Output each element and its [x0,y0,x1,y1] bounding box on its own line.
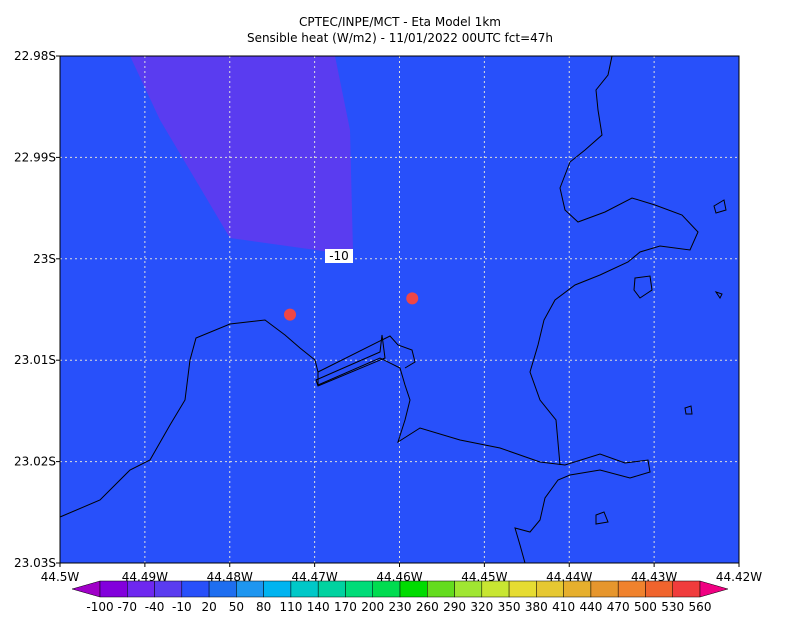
x-tick-label: 44.5W [41,570,80,584]
colorbar-label: 20 [201,600,216,614]
island [633,275,653,299]
colorbar-label: -10 [172,600,192,614]
colorbar-box [508,580,537,598]
colorbar-box [372,580,401,598]
station-marker [284,308,297,321]
colorbar-box [127,580,155,598]
colorbar-label: 230 [389,600,412,614]
coast [317,335,416,373]
colorbar-box [399,580,428,598]
colorbar-label: 560 [689,600,712,614]
island [684,405,693,415]
colorbar-label: 170 [334,600,357,614]
x-tick-label: 44.45W [461,570,507,584]
x-tick-label: 44.44W [546,570,592,584]
colorbar-box [99,580,128,598]
colorbar-box [536,580,564,598]
colorbar-label: 440 [579,600,602,614]
colorbar-label: 500 [634,600,657,614]
contour-region [130,56,353,252]
colorbar-label: 530 [661,600,684,614]
y-tick-label: 23.02S [14,455,56,469]
colorbar-label: 50 [229,600,244,614]
colorbar-label: -40 [145,600,165,614]
y-tick-label: 22.99S [14,150,56,164]
colorbar-label: -70 [117,600,137,614]
colorbar-label: 380 [525,600,548,614]
colorbar-box [481,580,510,598]
colorbar-label: 140 [307,600,330,614]
colorbar-label: 290 [443,600,466,614]
colorbar-box [154,580,183,598]
colorbar-triangle [699,580,729,598]
island [713,199,727,214]
colorbar-label: 350 [498,600,521,614]
coastline [59,55,727,564]
x-tick-label: 44.49W [122,570,168,584]
colorbar-label: 260 [416,600,439,614]
island [714,291,723,299]
colorbar-box [617,580,646,598]
colorbar-box [590,580,619,598]
colorbar-label: 200 [361,600,384,614]
contour-label: -10 [329,249,349,263]
colorbar-box [645,580,673,598]
station-marker [406,292,419,305]
colorbar-box [454,580,483,598]
pier [315,334,386,387]
colorbar-box [672,580,701,598]
colorbar-label: 80 [256,600,271,614]
colorbar-box [427,580,455,598]
y-tick-label: 23S [33,252,56,266]
colorbar-box [263,580,292,598]
colorbar-box [290,580,319,598]
colorbar-label: -100 [86,600,113,614]
colorbar-label: 320 [470,600,493,614]
subtitle: Sensible heat (W/m2) - 11/01/2022 00UTC … [247,31,553,45]
x-tick-label: 44.46W [376,570,422,584]
colorbar-box [236,580,264,598]
island [595,511,609,525]
colorbar-box [317,580,346,598]
colorbar-box [181,580,210,598]
y-tick-label: 23.03S [14,556,56,570]
x-tick-label: 44.47W [292,570,338,584]
colorbar-label: 470 [607,600,630,614]
x-tick-label: 44.42W [716,570,762,584]
colorbar-box [345,580,373,598]
title: CPTEC/INPE/MCT - Eta Model 1km [299,15,501,29]
coast [529,55,699,466]
y-tick-label: 23.01S [14,353,56,367]
colorbar-label: 410 [552,600,575,614]
colorbar-box [208,580,237,598]
colorbar-label: 110 [279,600,302,614]
contour-label-box [325,249,353,263]
colorbar-box [563,580,592,598]
y-tick-label: 22.98S [14,49,56,63]
x-tick-label: 44.43W [631,570,677,584]
coast [59,319,651,564]
x-tick-label: 44.48W [207,570,253,584]
